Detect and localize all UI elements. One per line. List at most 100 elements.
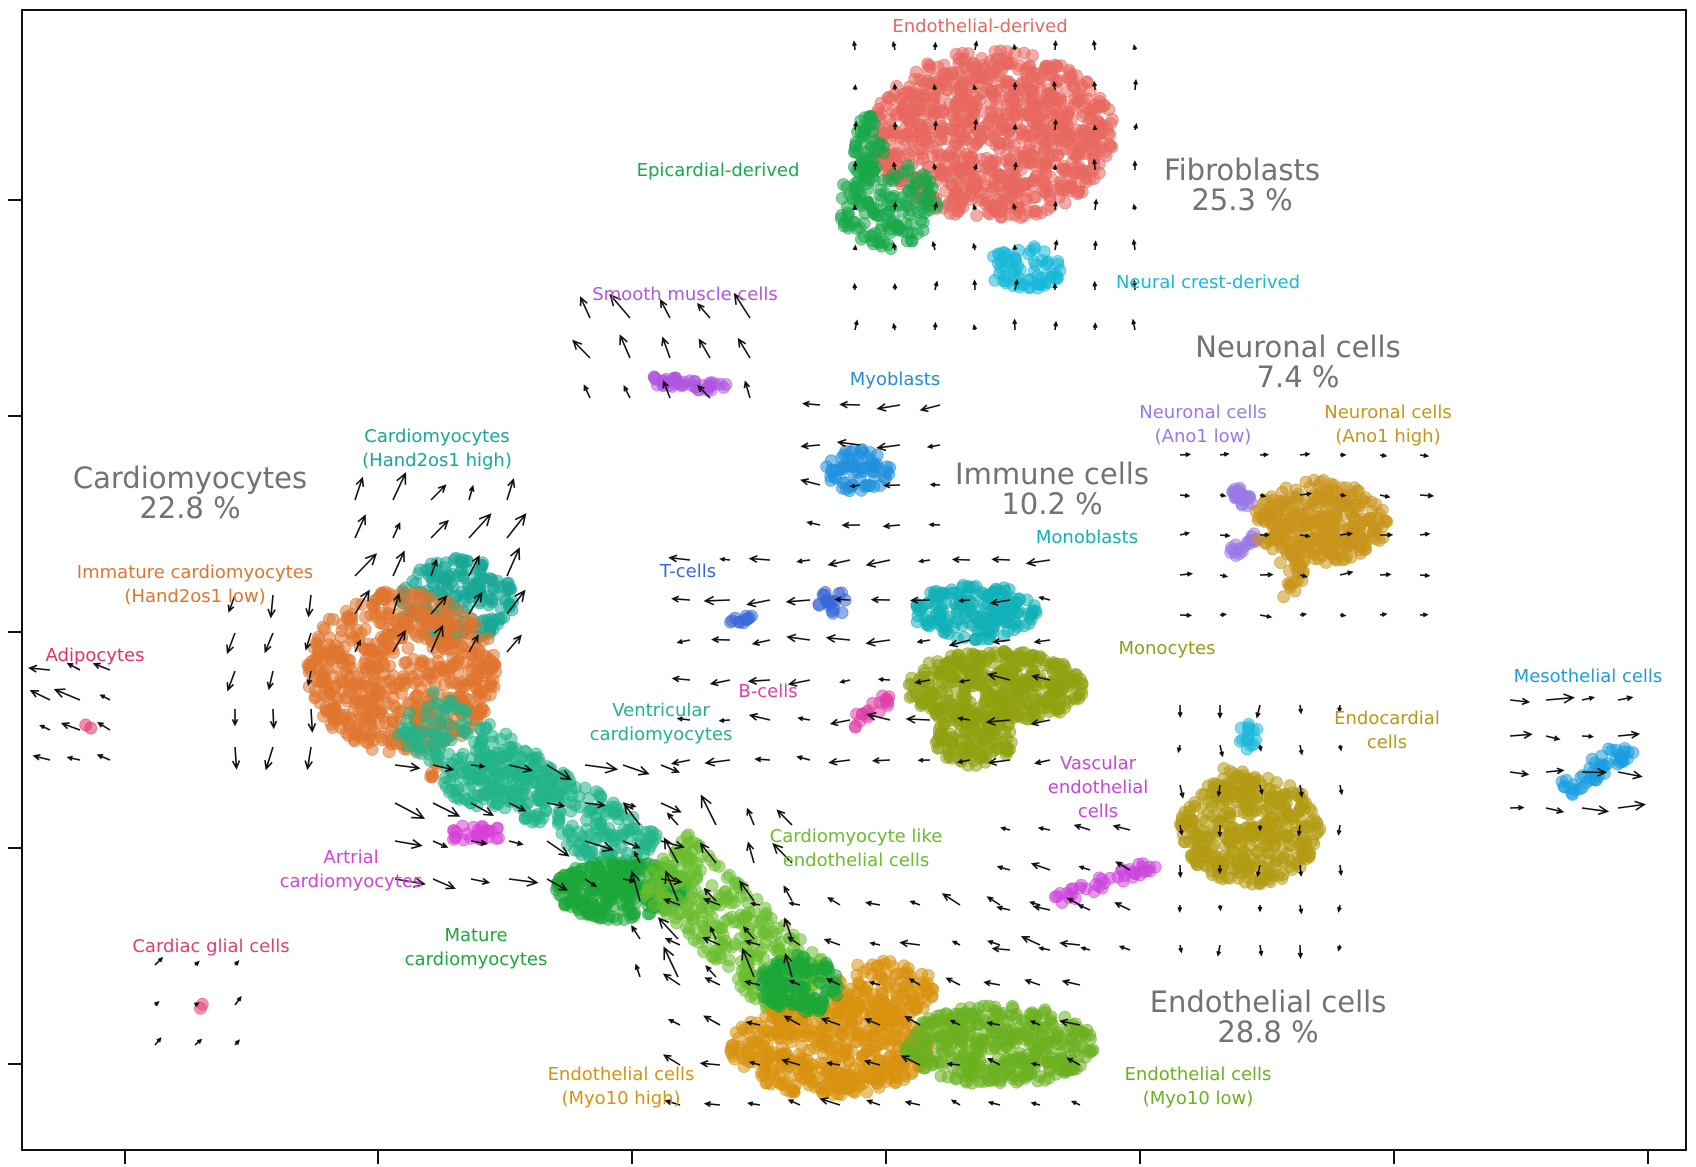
cell-point: [1055, 663, 1068, 677]
cell-point: [798, 1023, 812, 1036]
cell-point: [1025, 67, 1038, 80]
cell-point: [1041, 701, 1055, 714]
cell-point: [1318, 529, 1332, 543]
cell-point: [818, 1069, 832, 1082]
cell-point: [339, 664, 353, 678]
cell-point: [426, 685, 440, 699]
cell-point: [1030, 207, 1043, 221]
cell-point: [551, 817, 565, 830]
cell-point: [323, 686, 336, 700]
cell-point: [986, 111, 999, 124]
cell-point: [403, 706, 416, 720]
cell-point: [1051, 272, 1064, 285]
cell-point: [338, 711, 351, 725]
cell-point: [1259, 537, 1273, 550]
cell-point: [366, 667, 380, 681]
cell-point: [375, 703, 389, 717]
cell-point: [987, 180, 1001, 194]
cell-point: [941, 660, 955, 673]
cell-point: [915, 147, 929, 161]
cell-point: [621, 813, 635, 827]
cell-point: [1104, 117, 1118, 130]
cell-point: [589, 817, 603, 831]
cell-point: [1299, 518, 1312, 532]
cell-point: [451, 603, 465, 617]
cell-point: [457, 766, 471, 780]
cell-point: [922, 681, 935, 695]
cell-point: [1036, 133, 1049, 147]
cell-point: [1035, 99, 1049, 112]
cell-point: [1353, 543, 1367, 557]
cell-point: [902, 678, 916, 692]
cell-point: [1352, 523, 1366, 537]
cell-point: [365, 644, 379, 658]
cell-point: [948, 114, 962, 127]
cell-point: [1045, 67, 1058, 81]
cell-point: [1232, 485, 1245, 499]
cell-point: [464, 589, 478, 603]
cell-point: [414, 594, 427, 608]
cell-point: [316, 620, 330, 634]
cell-point: [965, 193, 978, 206]
cell-point: [591, 861, 604, 875]
cell-point: [877, 235, 891, 249]
cell-point: [450, 677, 464, 691]
cell-point: [432, 743, 446, 757]
cell-point: [408, 676, 421, 690]
cell-point: [444, 733, 458, 747]
cell-point: [591, 906, 605, 920]
cell-point: [473, 565, 487, 578]
cell-point: [1349, 498, 1363, 511]
cell-point: [1075, 677, 1089, 691]
cell-point: [483, 718, 496, 731]
cell-point: [1059, 135, 1073, 148]
cell-point: [896, 224, 909, 238]
cell-point: [882, 174, 896, 188]
cell-point: [906, 85, 920, 99]
cell-point: [1262, 506, 1276, 520]
cell-point: [864, 1064, 877, 1078]
cell-point: [466, 662, 479, 676]
cell-point: [925, 700, 939, 713]
cell-point: [1071, 138, 1084, 151]
cell-point: [410, 729, 424, 743]
cell-point: [1099, 149, 1113, 163]
cell-point: [771, 921, 785, 935]
cell-point: [329, 645, 343, 658]
cell-point: [357, 657, 371, 671]
cell-point: [705, 950, 719, 964]
cell-point: [1376, 503, 1389, 517]
cell-point: [890, 147, 904, 160]
cell-point: [316, 668, 329, 681]
cell-point: [443, 785, 456, 799]
cell-point: [1279, 508, 1292, 522]
cell-point: [866, 237, 880, 251]
cell-point: [750, 1045, 764, 1059]
cell-point: [938, 625, 952, 639]
cell-point: [1101, 128, 1115, 141]
cell-point: [1022, 617, 1036, 630]
cell-point: [889, 107, 903, 121]
cell-point: [1016, 711, 1029, 724]
cell-point: [903, 208, 916, 221]
cell-point: [903, 116, 917, 130]
cell-point: [904, 185, 918, 199]
cell-point: [682, 895, 695, 909]
cell-point: [397, 618, 411, 632]
cell-point: [674, 906, 688, 920]
cell-point: [440, 700, 453, 714]
cell-point: [956, 578, 970, 592]
cell-point: [490, 574, 504, 588]
cell-point: [1318, 489, 1332, 502]
cell-point: [1004, 696, 1018, 710]
cell-point: [603, 803, 617, 817]
plot-frame: [21, 9, 1687, 1151]
cell-point: [1009, 681, 1023, 695]
cell-point: [687, 933, 701, 947]
cell-point: [865, 139, 879, 153]
cell-point: [922, 619, 936, 633]
cell-point: [1003, 90, 1017, 103]
cell-point: [959, 93, 973, 106]
cell-point: [940, 693, 954, 707]
